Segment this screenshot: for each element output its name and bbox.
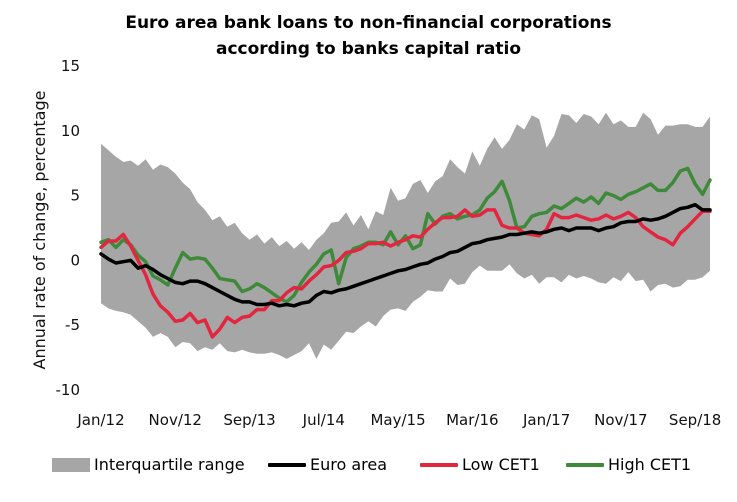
legend-swatch-interquartile-range bbox=[52, 457, 90, 472]
x-tick-label: Nov/17 bbox=[594, 411, 647, 429]
x-tick-label: May/15 bbox=[370, 411, 425, 429]
legend-label-interquartile-range: Interquartile range bbox=[94, 455, 245, 474]
x-tick-label: Jul/14 bbox=[302, 411, 345, 429]
chart-title: Euro area bank loans to non-financial co… bbox=[0, 10, 737, 62]
y-axis-ticks: -10 -5 0 5 10 15 bbox=[56, 57, 81, 399]
y-tick-label: 5 bbox=[70, 187, 80, 205]
legend-item-interquartile-range: Interquartile range bbox=[52, 455, 245, 474]
y-tick-label: -5 bbox=[65, 316, 80, 334]
legend-item-euro-area: Euro area bbox=[268, 455, 387, 474]
x-axis-ticks: Jan/12 Nov/12 Sep/13 Jul/14 May/15 Mar/16 Jan/… bbox=[76, 411, 721, 429]
y-axis-label: Annual rate of change, percentage bbox=[30, 91, 49, 370]
legend-item-low-cet1: Low CET1 bbox=[420, 455, 540, 474]
y-tick-label: 10 bbox=[61, 122, 80, 140]
legend-swatch-low-cet1 bbox=[420, 462, 458, 467]
legend-swatch-high-cet1 bbox=[566, 462, 604, 467]
x-tick-label: Mar/16 bbox=[446, 411, 498, 429]
legend-swatch-euro-area bbox=[268, 462, 306, 467]
legend-label-high-cet1: High CET1 bbox=[608, 455, 692, 474]
series-line-euro-area bbox=[99, 202, 712, 308]
chart-title-line-1: Euro area bank loans to non-financial co… bbox=[125, 13, 612, 33]
x-tick-label: Sep/13 bbox=[223, 411, 275, 429]
series-lines-layer bbox=[99, 166, 712, 339]
x-tick-label: Jan/12 bbox=[76, 411, 124, 429]
y-tick-label: 15 bbox=[61, 57, 80, 75]
y-tick-label: 0 bbox=[70, 251, 80, 269]
series-line-low-cet1 bbox=[99, 208, 712, 339]
x-tick-label: Nov/12 bbox=[149, 411, 202, 429]
x-tick-label: Sep/18 bbox=[669, 411, 721, 429]
legend-item-high-cet1: High CET1 bbox=[566, 455, 691, 474]
legend-label-euro-area: Euro area bbox=[310, 455, 388, 474]
chart-plot: -10 -5 0 5 10 15 Jan/12 Nov/12 Sep/13 Jul/14 May/… bbox=[30, 57, 721, 429]
series-line-high-cet1 bbox=[99, 166, 712, 304]
y-tick-label: -10 bbox=[56, 381, 81, 399]
legend: Interquartile range Euro area Low CET1 H… bbox=[0, 455, 737, 481]
chart-title-line-2: according to banks capital ratio bbox=[215, 39, 522, 59]
x-tick-label: Jan/17 bbox=[522, 411, 570, 429]
legend-label-low-cet1: Low CET1 bbox=[462, 455, 540, 474]
